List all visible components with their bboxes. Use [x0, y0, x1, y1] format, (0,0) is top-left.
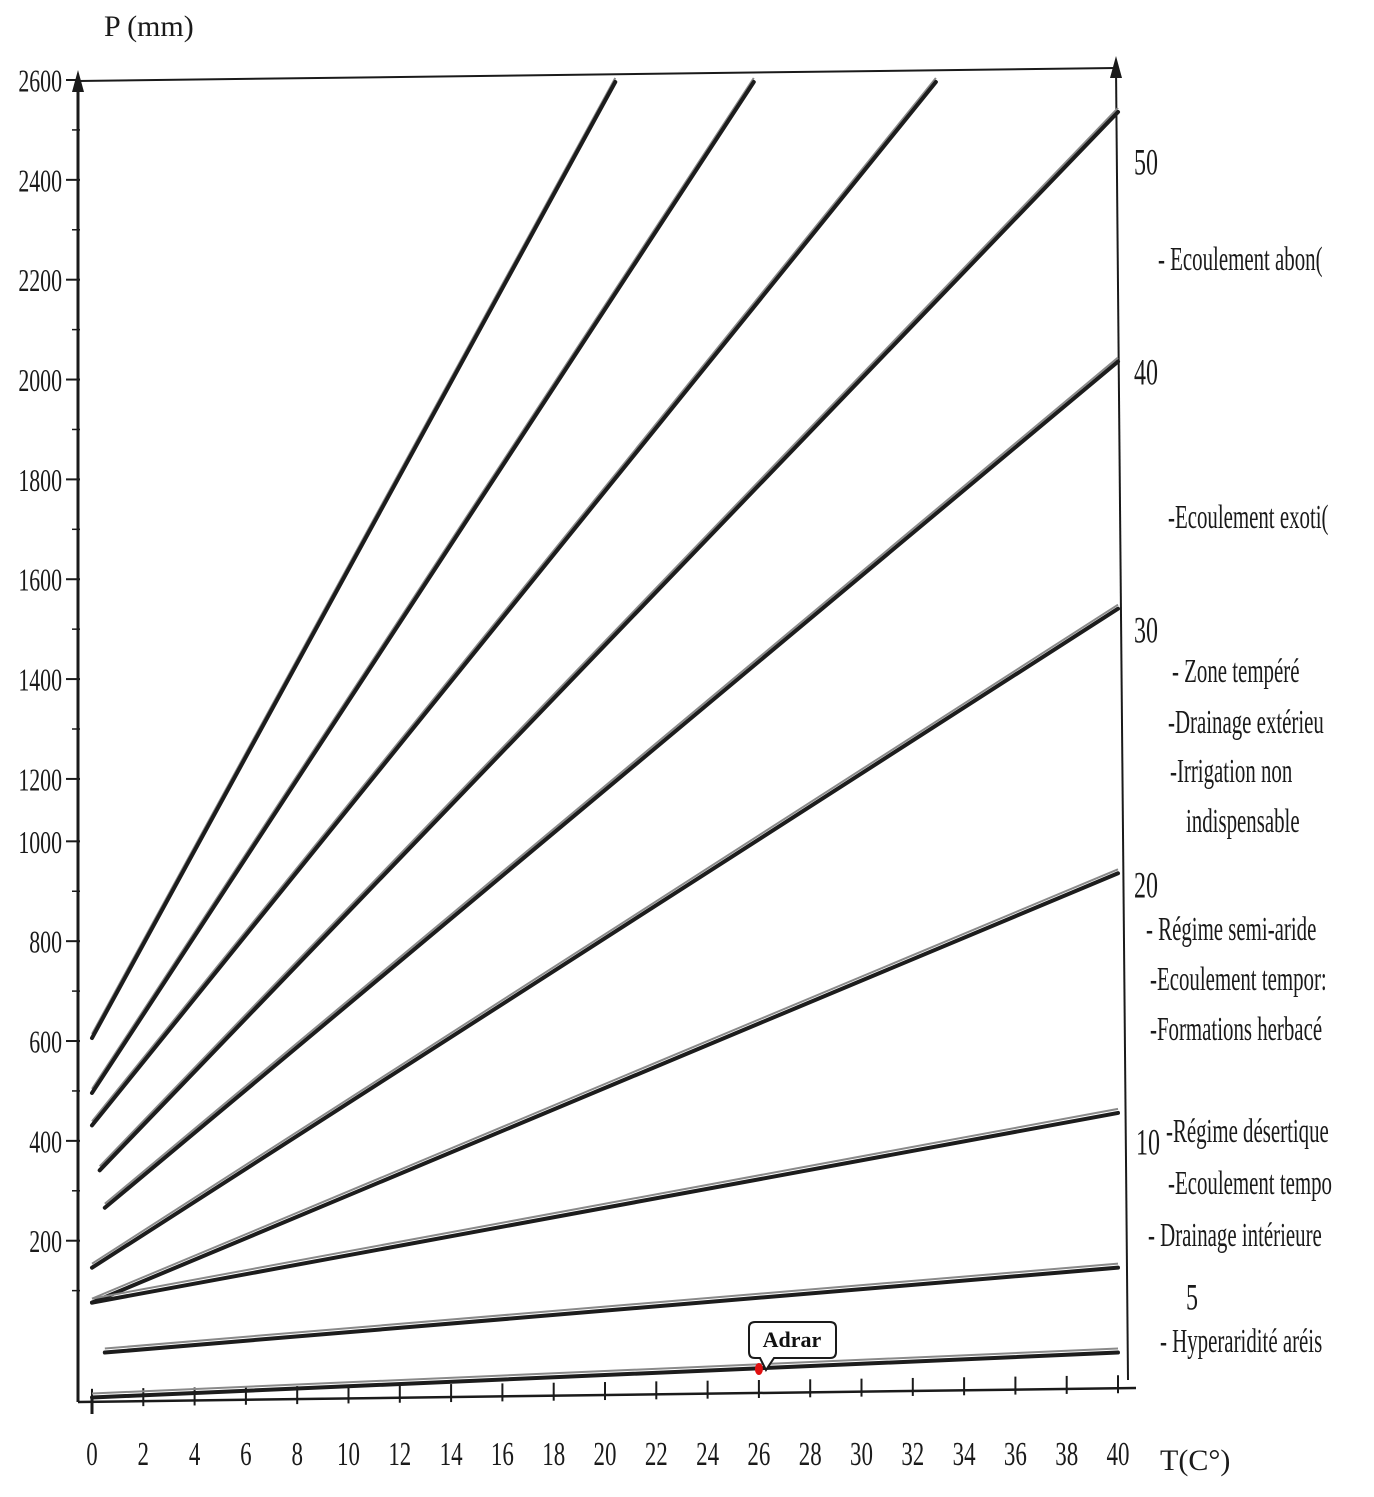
x-tick-label: 6: [240, 1436, 251, 1473]
series-line-shadow: [91, 1107, 1119, 1300]
x-tick-label: 22: [645, 1436, 668, 1473]
aridity-index-label: 10: [1136, 1121, 1160, 1163]
x-tick-label: 10: [337, 1436, 360, 1473]
adrar-label: Adrar: [763, 1327, 822, 1352]
x-tick-label: 24: [696, 1436, 719, 1473]
zone-label: -Formations herbacé: [1150, 1011, 1322, 1048]
y-tick-label: 2200: [18, 262, 62, 298]
x-ticks: 0 2 4 6 8 10 12 14 16 18 20 22 24 26 28 30 32 34 36 38 40: [86, 1375, 1129, 1473]
x-tick-label: 4: [189, 1436, 200, 1473]
zone-label: -Irrigation non: [1170, 753, 1292, 790]
y-axis-title: P (mm): [104, 10, 194, 43]
y-tick-label: 1800: [18, 462, 62, 498]
y-tick-label: 2000: [18, 362, 62, 398]
aridity-index-label: 50: [1134, 141, 1158, 183]
aridity-index-label: 5: [1186, 1276, 1198, 1318]
y-tick-label: 800: [29, 923, 62, 959]
y-tick-label: 2600: [18, 62, 62, 98]
series-lines: [90, 77, 1120, 1400]
series-line: [102, 1265, 1120, 1355]
y-tick-label: 2400: [18, 162, 62, 198]
x-axis-title: T(C°): [1160, 1444, 1230, 1477]
x-tick-label: 26: [747, 1436, 770, 1473]
aridity-index-ticks: 50 40 30 20 10 5: [1134, 141, 1198, 1318]
series-line: [97, 109, 1120, 1173]
series-line-shadow: [104, 1262, 1119, 1350]
x-tick-label: 30: [850, 1436, 873, 1473]
x-axis-line: [77, 1386, 1137, 1404]
series-line-shadow: [91, 77, 937, 1123]
y-ticks: 2600 2400 2200 2000 1800 1600 1400 1200 1000 800 6…: [18, 62, 80, 1292]
y-tick-label: 1000: [18, 824, 62, 860]
x-tick-label: 8: [291, 1436, 302, 1473]
aridity-index-label: 20: [1134, 864, 1158, 906]
series-line-shadow: [91, 603, 1119, 1265]
x-tick-label: 12: [388, 1436, 411, 1473]
x-tick-label: 18: [542, 1436, 565, 1473]
series-line: [90, 80, 938, 1128]
series-line: [102, 359, 1120, 1210]
series-line-shadow: [91, 1347, 1119, 1395]
plot-frame: [72, 56, 1137, 1414]
series-line: [90, 80, 756, 1095]
zone-label: - Drainage intérieure: [1148, 1217, 1322, 1254]
y-tick-label: 600: [29, 1023, 62, 1059]
aridity-index-label: 30: [1134, 609, 1158, 651]
zone-label: - Hyperaridité aréis: [1160, 1323, 1322, 1360]
zone-labels: - Ecoulement abon( -Ecoulement exoti( - Zo…: [1146, 241, 1332, 1360]
right-border-line: [1115, 67, 1129, 1381]
zone-label: -Ecoulement exoti(: [1168, 499, 1329, 536]
series-line: [90, 871, 1120, 1305]
x-tick-label: 14: [440, 1436, 463, 1473]
adrar-callout-bubble: [748, 1321, 837, 1372]
y-tick-label: 200: [29, 1223, 62, 1259]
zone-label: - Zone tempéré: [1172, 653, 1299, 690]
zone-label: -Drainage extérieu: [1168, 704, 1324, 741]
zone-label: - Régime semi-aride: [1146, 911, 1316, 948]
y-tick-label: 400: [29, 1123, 62, 1159]
x-tick-label: 36: [1004, 1436, 1027, 1473]
y-tick-label: 1400: [18, 661, 62, 697]
series-line-shadow: [98, 107, 1119, 1168]
series-line: [90, 80, 618, 1041]
zone-label: - Ecoulement abon(: [1158, 241, 1323, 278]
series-line: [90, 606, 1120, 1270]
series-line-shadow: [91, 77, 755, 1090]
series-line-shadow: [104, 356, 1119, 1205]
zone-label: indispensable: [1186, 803, 1300, 840]
x-tick-label: 40: [1107, 1436, 1130, 1473]
x-tick-label: 2: [138, 1436, 149, 1473]
right-axis-arrow-icon: [1110, 56, 1122, 78]
zone-label: -Ecoulement tempor:: [1150, 961, 1327, 998]
x-tick-label: 0: [86, 1436, 97, 1473]
series-line: [90, 1350, 1120, 1400]
series-line: [90, 1110, 1120, 1305]
series-line-shadow: [91, 868, 1119, 1300]
top-border-line: [77, 67, 1117, 82]
x-tick-label: 38: [1055, 1436, 1078, 1473]
adrar-callout: Adrar: [748, 1321, 837, 1376]
zone-label: -Régime désertique: [1166, 1113, 1329, 1150]
y-tick-label: 1600: [18, 561, 62, 597]
x-tick-label: 34: [953, 1436, 976, 1473]
x-tick-label: 32: [901, 1436, 924, 1473]
y-tick-label: 1200: [18, 761, 62, 797]
zone-label: -Ecoulement tempo: [1168, 1165, 1332, 1202]
aridity-index-label: 40: [1134, 351, 1158, 393]
x-tick-label: 20: [594, 1436, 617, 1473]
x-tick-label: 28: [799, 1436, 822, 1473]
adrar-point: [754, 1363, 763, 1376]
x-tick-label: 16: [491, 1436, 514, 1473]
